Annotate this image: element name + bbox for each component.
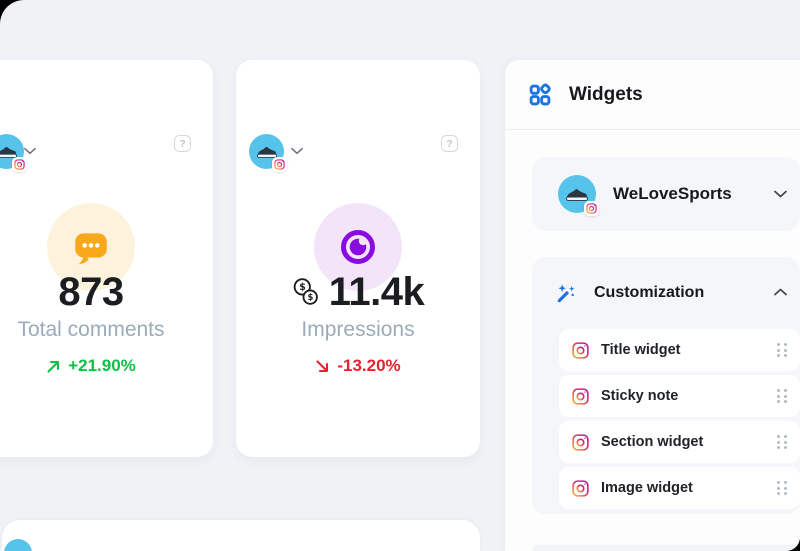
stat-value: 873 [0, 270, 213, 314]
coins-icon: $ $ [293, 278, 318, 305]
stat-value-text: 11.4k [328, 269, 425, 314]
chevron-down-icon[interactable] [774, 190, 787, 198]
widget-row-image-widget[interactable]: Image widget [559, 467, 800, 509]
stat-label: Impressions [301, 318, 415, 341]
account-name: WeLoveSports [613, 184, 732, 203]
next-section-partial [532, 545, 800, 551]
stat-label: Total comments [17, 318, 165, 341]
drag-handle-icon[interactable] [777, 481, 787, 495]
drag-handle-icon[interactable] [777, 389, 787, 403]
widget-row-sticky-note[interactable]: Sticky note [559, 375, 800, 417]
widget-row-label: Section widget [601, 434, 704, 450]
svg-text:$: $ [307, 292, 313, 302]
instagram-badge-icon [584, 201, 599, 216]
drag-handle-icon[interactable] [777, 435, 787, 449]
stat-delta: +21.90% [0, 356, 213, 376]
panel-title: Widgets [569, 83, 643, 105]
account-avatar[interactable] [0, 134, 27, 172]
account-avatar[interactable] [249, 134, 287, 172]
account-avatar [558, 175, 599, 216]
account-selector[interactable]: WeLoveSports [532, 157, 800, 231]
stat-delta: -13.20% [236, 356, 480, 376]
magic-wand-icon [556, 283, 577, 304]
stat-delta-text: +21.90% [68, 356, 136, 375]
chevron-down-icon[interactable] [291, 147, 303, 155]
instagram-badge-icon [272, 157, 287, 172]
widget-row-label: Title widget [601, 342, 681, 358]
chevron-down-icon[interactable] [24, 147, 36, 155]
widget-row-title-widget[interactable]: Title widget [559, 329, 800, 371]
stat-card-impressions: ? $ $ 11.4k Impressions -13.20% [236, 60, 480, 457]
instagram-icon [572, 341, 589, 359]
customization-title: Customization [594, 284, 705, 301]
widget-row-label: Image widget [601, 480, 693, 496]
stat-delta-text: -13.20% [337, 356, 401, 375]
customization-header[interactable]: Customization [532, 257, 800, 329]
trend-down-icon [316, 359, 329, 372]
stat-value: $ $ 11.4k [236, 270, 480, 314]
widget-row-section-widget[interactable]: Section widget [559, 421, 800, 463]
svg-text:$: $ [299, 282, 305, 293]
chevron-up-icon[interactable] [774, 288, 787, 296]
account-avatar[interactable] [4, 539, 32, 551]
stat-card-comments: ? 873 Total comments +21.90% [0, 60, 213, 457]
instagram-icon [572, 433, 589, 451]
chat-bubble-icon [47, 203, 135, 291]
instagram-badge-icon [12, 157, 27, 172]
widget-list: Title widget Sticky note [532, 329, 800, 513]
stat-value-text: 873 [58, 269, 124, 314]
widget-row-label: Sticky note [601, 388, 679, 404]
instagram-icon [572, 479, 589, 497]
trend-up-icon [47, 360, 60, 373]
help-button[interactable]: ? [441, 135, 458, 152]
widgets-grid-icon [529, 83, 552, 106]
customization-section: Customization Title widget [532, 257, 800, 514]
panel-header: Widgets [505, 60, 800, 130]
eye-icon [314, 203, 402, 291]
stat-card-partial [2, 520, 480, 551]
drag-handle-icon[interactable] [777, 343, 787, 357]
widgets-panel: Widgets WeLoveSports [505, 60, 800, 551]
help-button[interactable]: ? [174, 135, 191, 152]
instagram-icon [572, 387, 589, 405]
